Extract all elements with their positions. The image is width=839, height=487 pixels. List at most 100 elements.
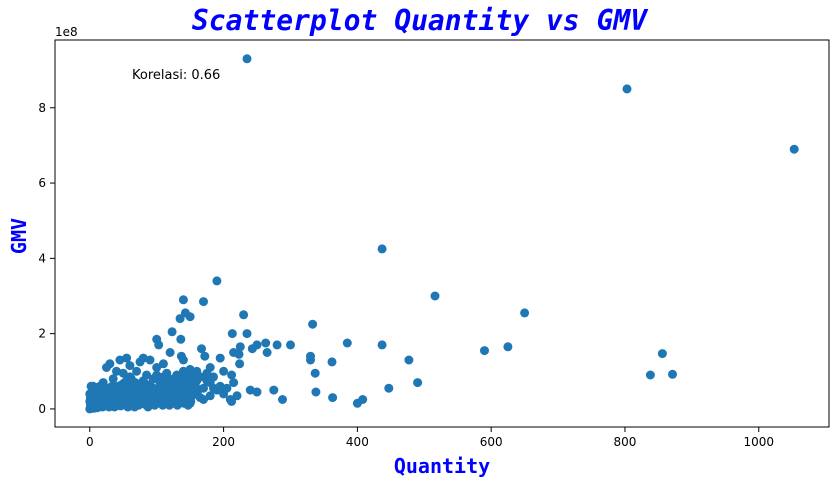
data-point — [167, 327, 177, 337]
data-point — [657, 349, 667, 359]
data-point — [227, 370, 237, 380]
data-point — [209, 372, 218, 382]
data-point — [262, 348, 272, 357]
data-point — [118, 393, 128, 403]
data-point — [142, 389, 152, 399]
data-point — [202, 368, 212, 378]
data-point — [222, 383, 232, 393]
data-point — [668, 369, 677, 379]
data-point — [108, 374, 118, 384]
data-point — [377, 340, 387, 350]
data-point — [155, 387, 165, 397]
plot-frame — [54, 39, 830, 428]
x-tick-label: 1000 — [743, 435, 774, 449]
x-tick-label: 200 — [212, 435, 235, 449]
data-point — [158, 359, 168, 369]
data-point — [430, 291, 440, 301]
data-point — [235, 342, 245, 352]
data-point — [342, 338, 352, 348]
data-point — [102, 363, 111, 372]
data-point — [327, 357, 337, 367]
data-point — [162, 368, 172, 378]
data-point — [311, 387, 321, 397]
data-point — [239, 310, 249, 320]
data-point — [278, 395, 287, 404]
data-point — [135, 357, 145, 367]
data-point — [199, 383, 208, 393]
y-axis: 0 2 4 6 8 — [38, 101, 55, 416]
data-point — [125, 361, 135, 371]
data-point — [242, 329, 252, 339]
data-point — [272, 340, 282, 350]
data-point — [175, 376, 185, 386]
data-point — [154, 340, 164, 350]
data-point — [148, 383, 158, 393]
data-point — [310, 368, 320, 378]
data-point — [377, 244, 387, 254]
data-point — [212, 385, 222, 395]
data-point — [404, 355, 414, 365]
y-tick-label: 4 — [38, 251, 46, 265]
data-point — [227, 329, 237, 339]
data-point — [413, 378, 423, 388]
data-point — [199, 297, 208, 307]
data-point — [135, 383, 145, 393]
x-tick-label: 400 — [346, 435, 369, 449]
data-point — [384, 383, 394, 393]
data-point — [185, 385, 195, 395]
data-point — [227, 396, 237, 406]
data-point — [200, 351, 210, 361]
data-point — [645, 370, 655, 380]
data-point — [176, 334, 186, 344]
data-point — [235, 359, 245, 369]
data-point — [87, 387, 97, 397]
chart-title: Scatterplot Quantity vs GMV — [191, 4, 648, 37]
data-point — [242, 54, 252, 64]
data-point — [152, 363, 162, 372]
data-point — [178, 366, 188, 376]
data-point — [90, 395, 99, 404]
data-point — [175, 314, 185, 324]
data-point — [622, 84, 632, 94]
data-point — [358, 395, 368, 404]
data-point — [229, 348, 239, 357]
data-point — [232, 391, 242, 401]
data-point — [306, 355, 315, 365]
y-axis-label: GMV — [7, 218, 31, 254]
x-tick-label: 800 — [614, 435, 637, 449]
data-point — [212, 276, 222, 286]
data-point — [215, 353, 225, 363]
data-point — [252, 387, 262, 397]
data-point — [261, 338, 271, 348]
data-point — [269, 385, 279, 395]
data-point — [115, 355, 125, 365]
data-point — [205, 391, 215, 401]
data-point — [219, 366, 229, 376]
data-point — [168, 387, 178, 397]
data-point — [178, 295, 188, 305]
data-point — [185, 312, 195, 322]
data-point — [789, 144, 799, 154]
x-axis-label: Quantity — [394, 454, 490, 478]
data-point — [480, 346, 489, 356]
y-offset-label: 1e8 — [55, 25, 78, 39]
data-point — [126, 374, 136, 384]
data-point — [132, 366, 142, 376]
data-point — [197, 344, 206, 354]
correlation-annotation: Korelasi: 0.66 — [132, 68, 220, 83]
data-point — [165, 348, 175, 357]
x-tick-label: 600 — [480, 435, 503, 449]
data-point — [503, 342, 513, 352]
data-point — [328, 393, 338, 403]
x-tick-label: 0 — [86, 435, 94, 449]
y-tick-label: 8 — [38, 101, 46, 115]
y-tick-label: 6 — [38, 176, 46, 190]
y-tick-label: 0 — [38, 402, 46, 416]
data-point — [112, 366, 121, 376]
data-point — [138, 376, 148, 386]
y-tick-label: 2 — [38, 327, 46, 341]
data-point — [308, 319, 318, 329]
data-points — [85, 54, 799, 414]
